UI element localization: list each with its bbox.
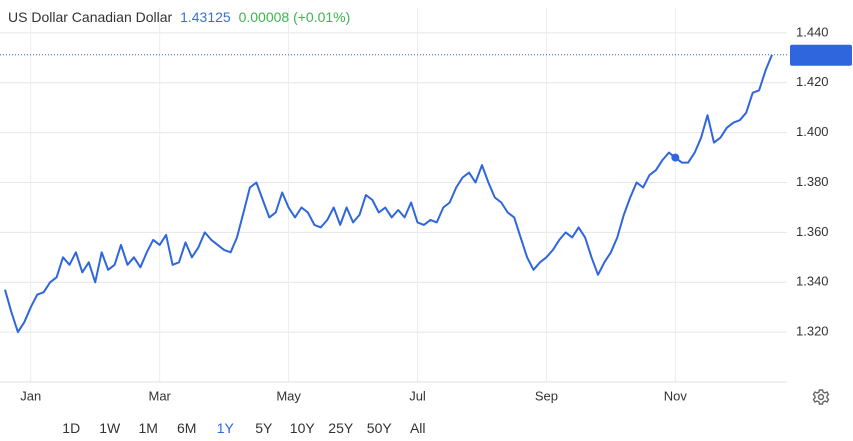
range-button[interactable]: 10Y bbox=[289, 420, 315, 436]
range-button[interactable]: All bbox=[409, 420, 426, 436]
x-tick-label: Nov bbox=[664, 388, 688, 403]
y-tick-label: 1.360 bbox=[796, 224, 829, 239]
range-selector: 1D 1W 1M 6M 1Y 5Y 10Y 25Y 50Y All bbox=[52, 420, 437, 436]
plot bbox=[0, 8, 852, 383]
price-badge bbox=[790, 44, 852, 66]
x-tick-label: Sep bbox=[535, 388, 558, 403]
range-button[interactable]: 25Y bbox=[328, 420, 354, 436]
price: 1.43125 bbox=[180, 9, 231, 25]
title: US Dollar Canadian Dollar bbox=[8, 9, 173, 25]
settings-gear[interactable] bbox=[812, 389, 830, 405]
x-tick-label: Mar bbox=[148, 388, 171, 403]
y-tick-label: 1.440 bbox=[796, 24, 829, 39]
range-button[interactable]: 5Y bbox=[255, 420, 273, 436]
x-tick-label: Jan bbox=[20, 388, 41, 403]
price-line bbox=[4, 54, 773, 334]
x-tick-label: May bbox=[276, 388, 301, 403]
change: 0.00008 (+0.01%) bbox=[238, 9, 351, 25]
y-tick-label: 1.420 bbox=[796, 74, 829, 89]
header: US Dollar Canadian Dollar 1.43125 0.0000… bbox=[8, 9, 354, 25]
y-tick-label: 1.400 bbox=[796, 124, 829, 139]
x-tick-label: Jul bbox=[409, 388, 426, 403]
y-tick-label: 1.380 bbox=[796, 174, 829, 189]
range-button[interactable]: 6M bbox=[177, 420, 197, 436]
range-button[interactable]: 1W bbox=[99, 420, 121, 436]
y-tick-label: 1.340 bbox=[796, 274, 829, 289]
range-button[interactable]: 50Y bbox=[366, 420, 392, 436]
y-tick-label: 1.320 bbox=[796, 324, 829, 339]
range-button[interactable]: 1D bbox=[62, 420, 81, 436]
hover-marker bbox=[671, 153, 680, 162]
range-button[interactable]: 1M bbox=[138, 420, 158, 436]
range-button[interactable]: 1Y bbox=[216, 420, 234, 436]
